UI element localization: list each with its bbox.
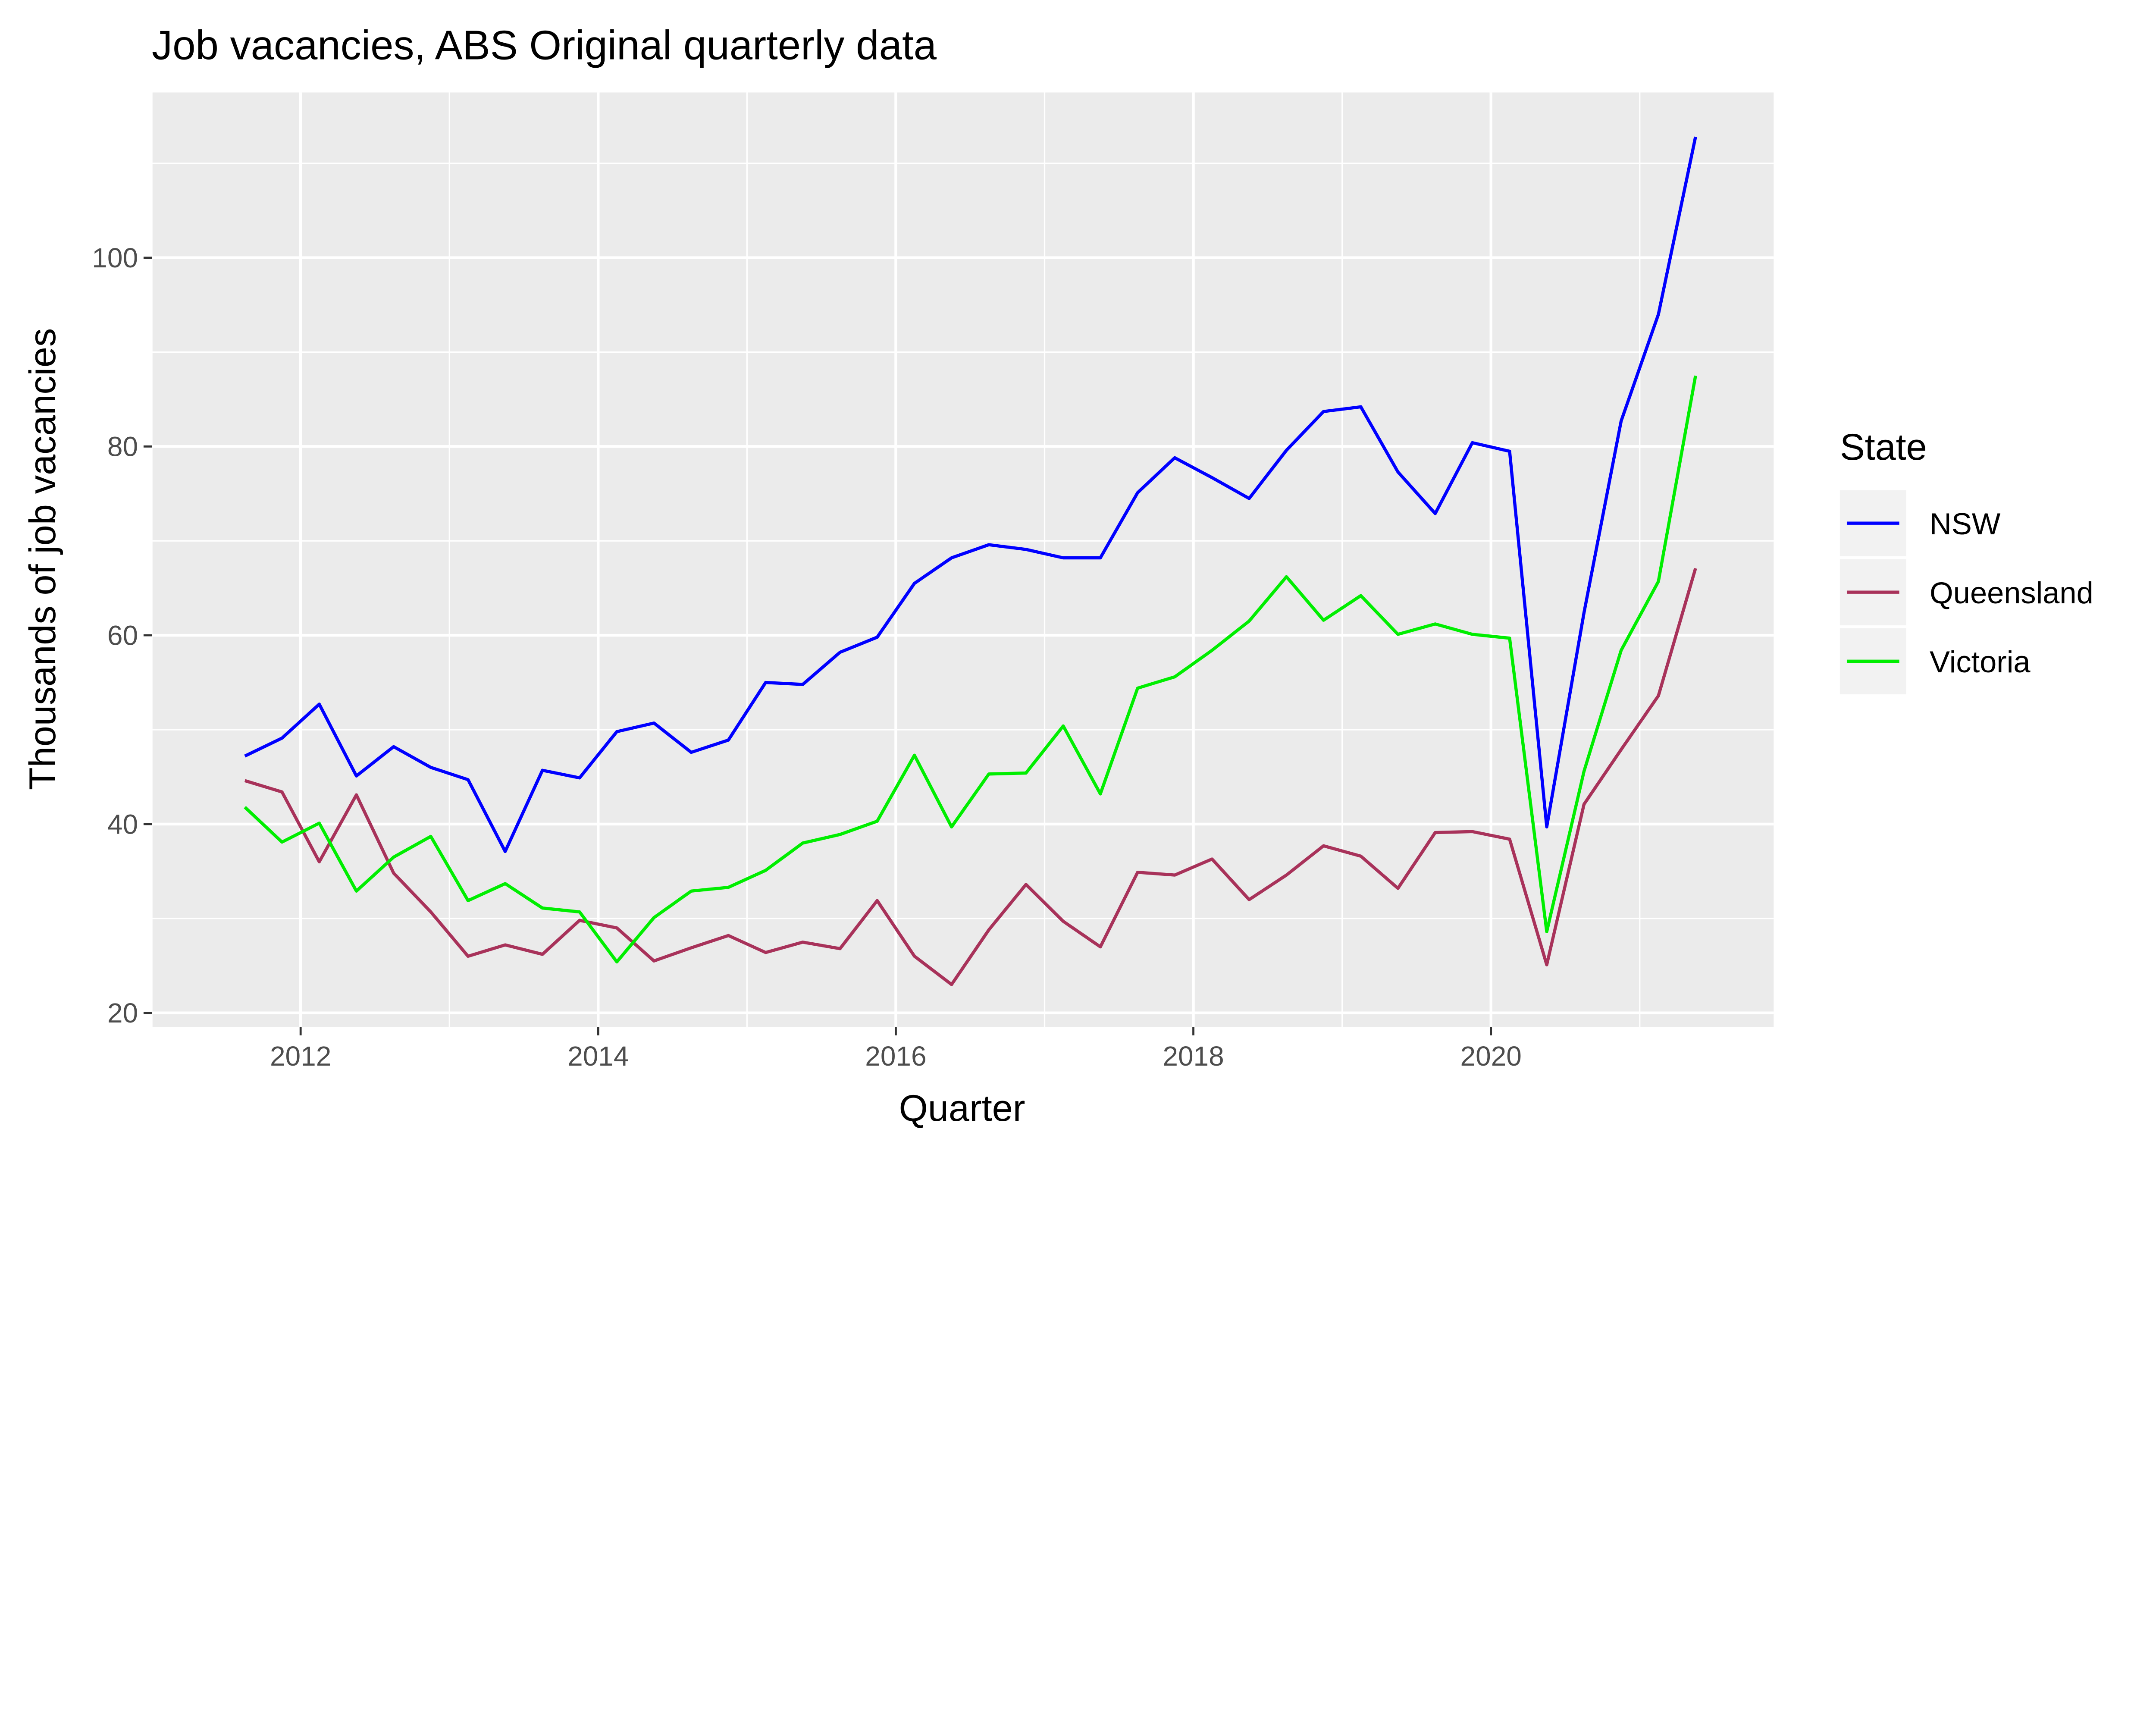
x-tick-label: 2014 [567,1041,629,1072]
line-chart: Job vacancies, ABS Original quarterly da… [22,22,2093,1129]
axes: 20 40 60 80 100 2012 2014 2016 2018 2020 [92,242,1522,1072]
gridlines [151,92,1774,1027]
series-line-victoria [244,375,1697,964]
x-tick-label: 2016 [865,1041,926,1072]
y-tick-label: 40 [107,809,138,840]
y-tick-label: 80 [107,431,138,462]
y-tick-label: 60 [107,620,138,651]
legend: NSW Queensland Victoria [1839,490,2093,695]
x-tick-label: 2012 [270,1041,331,1072]
legend-label: Victoria [1930,645,2031,679]
y-tick-label: 100 [92,242,138,273]
y-axis-label: Thousands of job vacancies [22,328,63,790]
legend-label: Queensland [1930,576,2093,610]
plot-panel [152,92,1774,1027]
chart-title: Job vacancies, ABS Original quarterly da… [152,22,937,69]
series-lines [244,136,1697,986]
x-tick-label: 2020 [1460,1041,1521,1072]
series-line-nsw [244,136,1697,853]
x-tick-label: 2018 [1163,1041,1224,1072]
x-axis-label: Quarter [899,1088,1025,1129]
legend-label: NSW [1930,507,2001,541]
y-tick-label: 20 [107,997,138,1029]
series-line-queensland [244,568,1697,986]
legend-title: State [1840,427,1927,468]
